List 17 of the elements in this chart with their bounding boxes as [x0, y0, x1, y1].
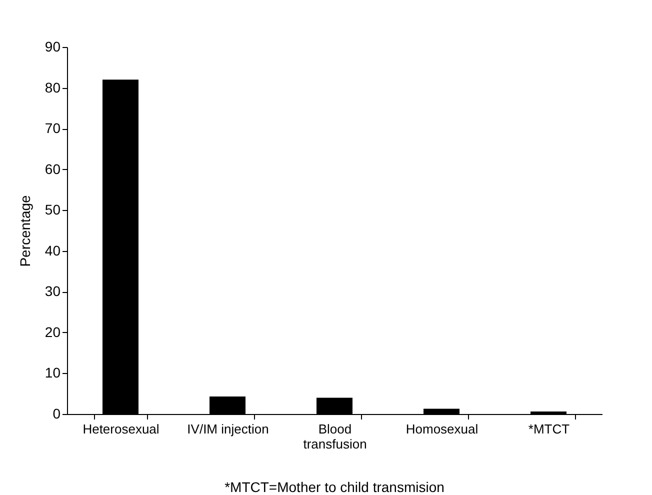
y-tick-label: 90 — [44, 38, 61, 54]
x-tick-label: *MTCT — [528, 422, 570, 436]
y-tick-label: 10 — [44, 364, 61, 381]
y-tick-label: 80 — [44, 79, 61, 96]
x-tick-label: Heterosexual — [82, 422, 160, 436]
x-tick-label: IV/IM injection — [187, 422, 269, 436]
y-tick-label: 60 — [44, 160, 61, 177]
y-tick-label: 50 — [44, 202, 61, 218]
y-axis-title: Percentage — [16, 194, 33, 267]
y-tick-label: 70 — [44, 120, 61, 136]
y-tick-label: 20 — [44, 324, 61, 340]
x-tick-label: Blood transfusion — [303, 422, 367, 452]
y-tick-label: 0 — [52, 406, 61, 422]
text: *MTCT=Mother to child transmision — [224, 479, 444, 495]
y-tick-label: 40 — [44, 242, 61, 258]
y-tick-label: 30 — [44, 283, 61, 300]
x-tick-label: Homosexual — [406, 422, 478, 436]
